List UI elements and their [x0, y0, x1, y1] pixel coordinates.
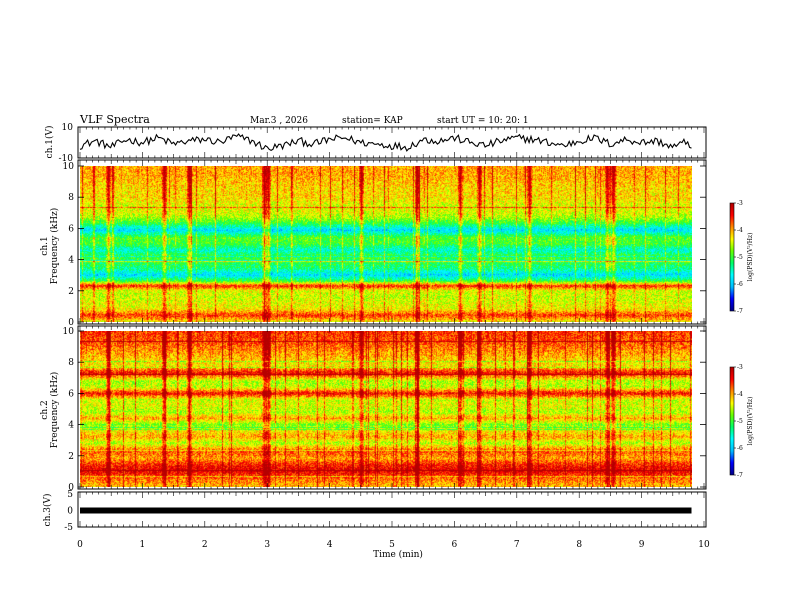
colorbar-tick-label: -3 [737, 364, 743, 371]
ch1-spectrogram-image [80, 166, 692, 322]
y-tick-label: 10 [63, 162, 75, 172]
y-tick-label: 10 [62, 123, 74, 133]
ch3-waveform-yticks: 5 0 -5 [64, 490, 73, 533]
y-tick-label: 10 [63, 327, 75, 337]
ch1-waveform-panel: 10 -10 ch.1(V) [44, 123, 707, 164]
ch2-spectrogram-ylabel: Frequency (kHz) [49, 372, 60, 449]
y-tick-label: 2 [68, 452, 74, 462]
y-tick-label: -5 [64, 523, 73, 533]
y-tick-label: 5 [67, 490, 73, 500]
colorbar-tick-label: -7 [737, 308, 743, 315]
start-time-label: start UT = 10: 20: 1 [437, 116, 529, 126]
date-label: Mar.3 , 2026 [250, 116, 308, 126]
colorbar-tick-label: -5 [737, 418, 743, 425]
y-tick-label: 8 [68, 358, 74, 368]
ch1-waveform-ylabel: ch.1(V) [44, 126, 55, 159]
y-tick-label: 4 [68, 256, 74, 266]
y-tick-label: 8 [68, 193, 74, 203]
x-tick-label: 5 [389, 540, 395, 550]
y-tick-label: 0 [68, 318, 74, 328]
colorbar-tick-label: -6 [737, 281, 743, 288]
ch1-spectrogram-ylabel: Frequency (kHz) [49, 208, 60, 285]
colorbar-tick-label: -7 [737, 472, 743, 479]
y-tick-label: -10 [59, 154, 74, 164]
x-tick-label: 8 [576, 540, 582, 550]
ch2-colorbar-ticks: -3 -4 -5 -6 -7 [734, 364, 743, 479]
ch3-waveform-ylabel: ch.3(V) [42, 494, 53, 527]
ch2-colorbar-label: log(PSD)(V²/Hz) [747, 397, 754, 446]
x-tick-label: 6 [452, 540, 458, 550]
ch2-colorbar [730, 367, 734, 475]
x-tick-label: 1 [140, 540, 146, 550]
ch1-spectrogram-yticks: 0 2 4 6 8 10 [63, 162, 706, 328]
ch3-waveform-panel: 5 0 -5 ch.3(V) [42, 490, 707, 533]
y-tick-label: 0 [67, 507, 73, 517]
x-tick-label: 4 [327, 540, 333, 550]
y-tick-label: 2 [68, 287, 74, 297]
colorbar-tick-label: -4 [737, 391, 743, 398]
x-tick-label: 7 [514, 540, 520, 550]
colorbar-tick-label: -3 [737, 200, 743, 207]
x-tick-label: 10 [698, 540, 710, 550]
colorbar-tick-label: -4 [737, 227, 743, 234]
colorbar-tick-label: -5 [737, 254, 743, 261]
ch1-colorbar [730, 203, 734, 311]
ch1-waveform-trace [79, 133, 692, 152]
figure-title: VLF Spectra [79, 113, 150, 126]
time-axis-label: Time (min) [373, 549, 423, 560]
ch1-spectrogram-channel-label: ch.1 [40, 236, 50, 255]
time-axis-ticks [79, 127, 705, 527]
y-tick-label: 6 [68, 224, 74, 234]
ch2-spectrogram-channel-label: ch.2 [40, 400, 50, 419]
x-tick-label: 2 [202, 540, 208, 550]
y-tick-label: 6 [68, 389, 74, 399]
x-tick-label: 0 [77, 540, 83, 550]
station-label: station= KAP [342, 116, 403, 126]
ch1-colorbar-ticks: -3 -4 -5 -6 -7 [734, 200, 743, 315]
y-tick-label: 4 [68, 421, 74, 431]
ch2-spectrogram-yticks: 0 2 4 6 8 10 [63, 327, 706, 493]
x-tick-label: 3 [264, 540, 270, 550]
colorbar-tick-label: -6 [737, 445, 743, 452]
x-tick-label: 9 [639, 540, 645, 550]
ch1-colorbar-label: log(PSD)(V²/Hz) [747, 233, 754, 282]
ch1-waveform-yticks: 10 -10 [59, 123, 74, 164]
ch2-spectrogram-image [80, 331, 692, 487]
y-tick-label: 0 [68, 483, 74, 493]
time-axis-tick-labels: 0 1 2 3 4 5 6 7 8 9 10 [77, 540, 710, 550]
